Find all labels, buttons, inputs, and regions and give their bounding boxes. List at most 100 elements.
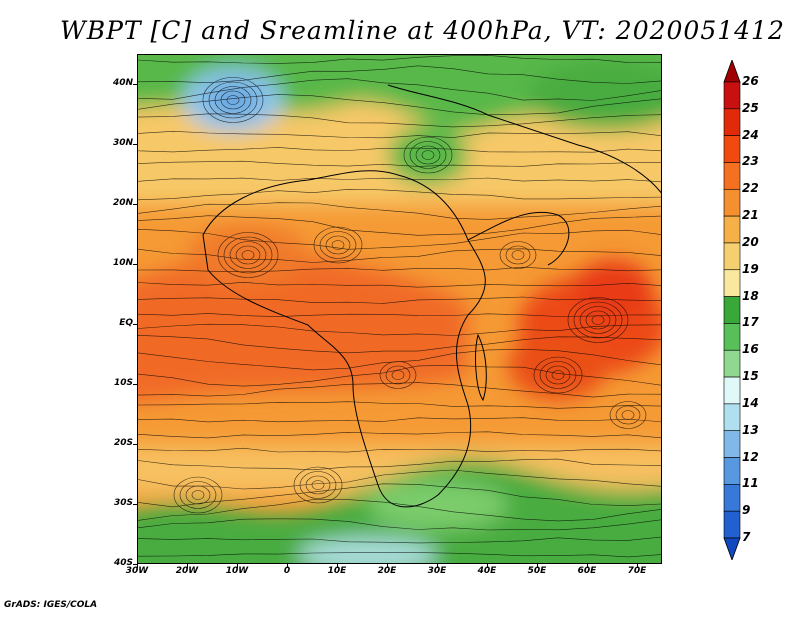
colorbar-segment: [723, 242, 741, 271]
vortex-streamline: [299, 471, 337, 499]
colorbar-top-arrow: [723, 60, 741, 83]
colorbar-segment: [723, 135, 741, 163]
lat-tick: [133, 564, 137, 565]
vortex-streamline: [220, 90, 246, 110]
colorbar-label: 13: [742, 422, 759, 437]
streamline: [138, 215, 661, 236]
vortex-streamline: [591, 315, 605, 325]
lon-label: 30E: [427, 566, 447, 576]
lon-tick: [537, 564, 538, 568]
colorbar-segment: [723, 323, 741, 351]
streamline: [138, 147, 661, 153]
vortex-streamline: [609, 401, 647, 429]
vortex-streamline: [319, 231, 357, 259]
lon-tick: [137, 564, 138, 568]
colorbar-label: 7: [742, 530, 751, 544]
vortex-streamline: [214, 86, 252, 114]
streamline: [138, 55, 661, 64]
colorbar-label: 12: [742, 449, 759, 464]
grads-credit: GrADS: IGES/COLA: [4, 600, 98, 610]
lon-tick: [337, 564, 338, 568]
colorbar-label: 14: [742, 395, 759, 410]
colorbar-label: 11: [742, 476, 759, 491]
vortex-streamline: [202, 77, 264, 123]
streamline: [138, 334, 661, 354]
colorbar-segment: [723, 269, 741, 297]
vortex-streamline: [551, 370, 565, 380]
lon-tick: [387, 564, 388, 568]
vortex-streamline: [403, 136, 453, 174]
vortex-streamline: [217, 232, 279, 278]
colorbar-label: 20: [742, 234, 759, 249]
vortex-streamline: [235, 245, 261, 265]
streamline: [138, 431, 661, 439]
vortex-streamline: [391, 370, 405, 380]
streamline: [138, 313, 661, 317]
lon-tick: [187, 564, 188, 568]
lat-label: 40N: [112, 78, 133, 88]
vortex-streamline: [585, 310, 611, 330]
lat-tick: [133, 384, 137, 385]
lat-tick: [133, 144, 137, 145]
streamline: [138, 177, 661, 183]
colorbar-segment: [723, 215, 741, 244]
colorbar-label: 22: [742, 181, 759, 196]
streamline: [138, 94, 661, 116]
streamline: [138, 188, 661, 201]
vortex-streamline: [208, 81, 258, 119]
colorbar-label: 16: [742, 342, 759, 357]
vortex-streamline: [223, 236, 273, 274]
lon-label: 30W: [125, 566, 149, 576]
colorbar-label: 17: [742, 315, 759, 330]
coastlines: [202, 84, 661, 508]
lat-tick: [133, 264, 137, 265]
streamline: [138, 78, 661, 101]
colorbar-label: 25: [742, 100, 759, 115]
vortex-streamline: [293, 466, 343, 504]
vortex-streamline: [545, 365, 571, 385]
streamline: [138, 499, 661, 522]
lat-label: 10N: [112, 258, 133, 268]
lon-tick: [287, 564, 288, 568]
vortex-streamline: [305, 475, 331, 495]
lon-tick: [587, 564, 588, 568]
colorbar-segment: [723, 376, 741, 405]
vortex-streamline: [385, 365, 411, 385]
streamline: [138, 551, 661, 558]
vortex-streamline: [573, 301, 623, 339]
vortex-streamline: [539, 361, 577, 389]
colorbar-segment: [723, 430, 741, 458]
streamline: [138, 447, 661, 453]
lon-label: 60E: [577, 566, 597, 576]
colorbar-bottom-arrow: [723, 537, 741, 560]
colorbar-segment: [723, 403, 741, 432]
lat-label: 20N: [112, 198, 133, 208]
lon-tick: [487, 564, 488, 568]
lon-label: 10E: [327, 566, 347, 576]
vortex-streamline: [499, 241, 537, 269]
lat-label: 20S: [113, 438, 133, 448]
lat-label: 30S: [113, 498, 133, 508]
streamline: [138, 323, 661, 336]
vortex-streamline: [311, 480, 325, 490]
lon-label: 50E: [527, 566, 547, 576]
streamline: [138, 160, 661, 167]
lat-label: 10S: [113, 378, 133, 388]
colorbar-label: 21: [742, 208, 759, 223]
streamline: [138, 518, 661, 531]
vortex-streamline: [621, 410, 635, 420]
streamline: [138, 364, 661, 387]
streamline: [138, 228, 661, 250]
lat-label: 30N: [112, 138, 133, 148]
map-panel: [137, 54, 662, 564]
colorbar-segment: [723, 296, 741, 324]
lon-tick: [637, 564, 638, 568]
vortex-streamline: [615, 405, 641, 425]
colorbar-label: 19: [742, 261, 759, 276]
lon-tick: [437, 564, 438, 568]
colorbar-label: 15: [742, 369, 759, 384]
lat-tick: [133, 444, 137, 445]
streamline: [138, 458, 661, 471]
lon-label: 0: [283, 566, 291, 576]
streamline: [138, 401, 661, 409]
